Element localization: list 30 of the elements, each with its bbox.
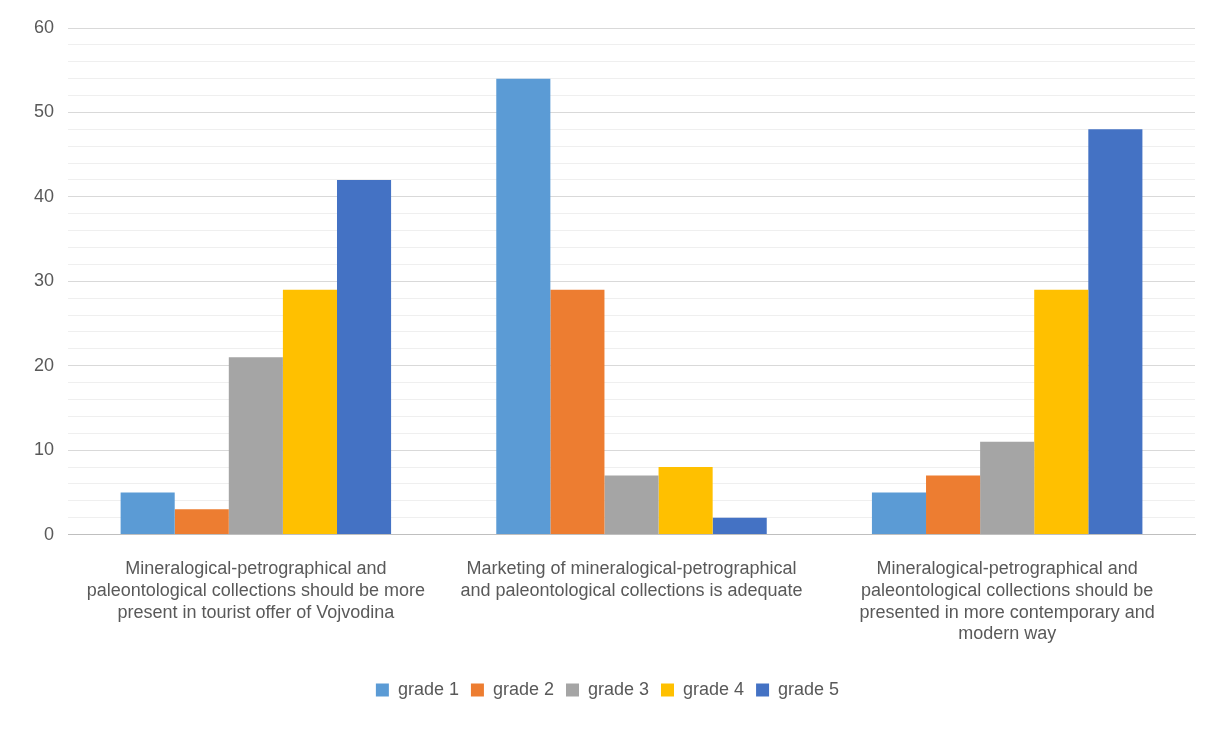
bar xyxy=(1088,129,1143,535)
y-tick-label: 50 xyxy=(33,101,55,122)
bar xyxy=(871,492,927,535)
legend-label: grade 4 xyxy=(683,678,745,699)
bar xyxy=(980,441,1035,535)
legend-label: grade 2 xyxy=(492,678,554,699)
bar xyxy=(604,475,659,535)
y-tick-label: 30 xyxy=(33,270,55,291)
y-tick-label: 10 xyxy=(33,439,55,460)
x-tick-label: Mineralogical-petrographical and paleontological collections should be presented in more contemporary and modern way xyxy=(859,558,1155,644)
bar xyxy=(496,78,551,535)
bar xyxy=(174,509,229,535)
bar xyxy=(228,357,283,535)
legend-label: grade 5 xyxy=(778,678,840,699)
bar xyxy=(336,179,392,535)
bar xyxy=(120,492,175,535)
bar xyxy=(550,289,605,535)
x-tick-label: Marketing of mineralogical-petrographical and paleontological collections is adequate xyxy=(460,558,803,600)
bar xyxy=(658,467,713,535)
bar xyxy=(1034,289,1089,535)
bar xyxy=(282,289,337,535)
bar xyxy=(926,475,981,535)
y-tick-label: 60 xyxy=(33,16,55,37)
y-tick-label: 0 xyxy=(44,523,55,544)
legend-label: grade 3 xyxy=(587,678,650,699)
y-tick-label: 40 xyxy=(33,185,55,206)
bar xyxy=(712,517,767,535)
y-tick-label: 20 xyxy=(33,354,55,375)
x-tick-label: Mineralogical-petrographical and paleontological collections should be more present in tourist offer of Vojvodina xyxy=(86,558,425,622)
legend-label: grade 1 xyxy=(397,678,459,699)
